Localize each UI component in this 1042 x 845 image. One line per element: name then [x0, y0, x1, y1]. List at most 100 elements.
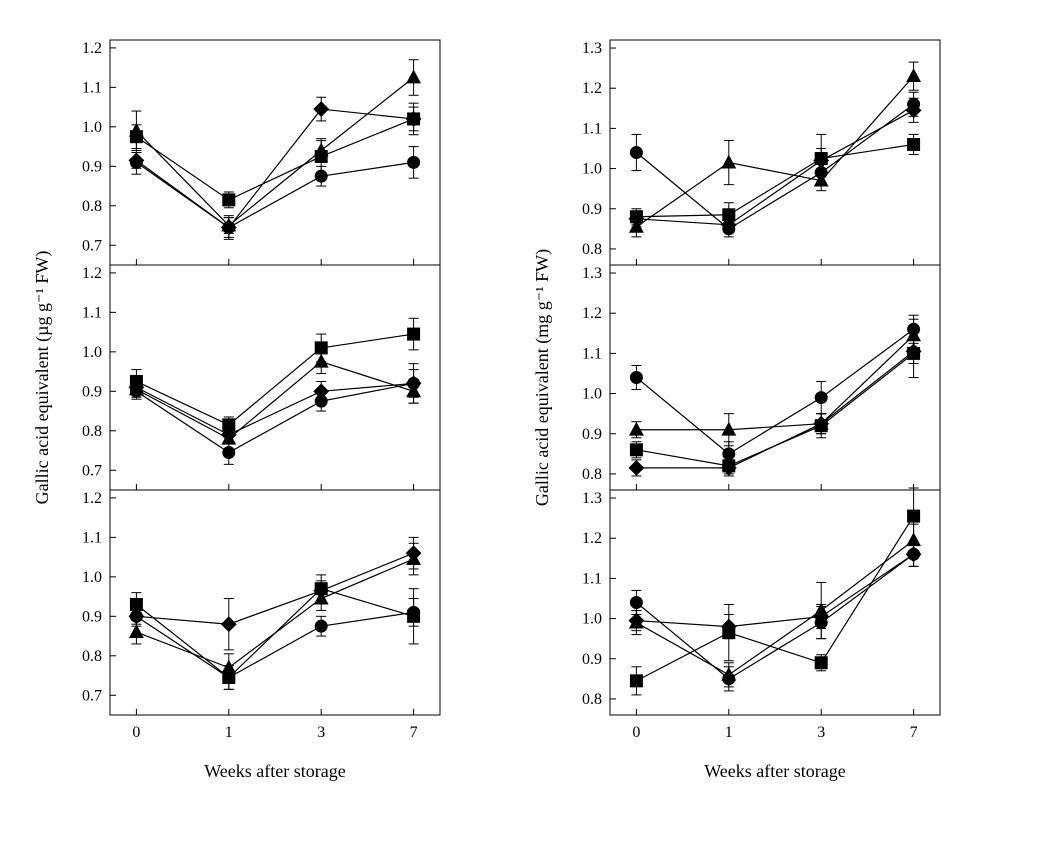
panel: 0.8 0.9 1.0 1.1 1.2 1.3 0 1 3 7	[582, 488, 940, 741]
y-axis-label: Gallic acid equivalent (mg g⁻¹ FW)	[532, 249, 553, 506]
y-tick-label: 0.7	[82, 462, 102, 479]
y-tick-label: 1.2	[82, 265, 102, 282]
marker-square	[223, 194, 235, 206]
y-tick-label: 1.2	[582, 305, 602, 322]
y-tick-label: 0.9	[82, 608, 102, 625]
y-tick-label: 0.8	[82, 198, 102, 215]
x-tick-label: 1	[725, 724, 733, 741]
y-tick-label: 0.9	[82, 158, 102, 175]
series-line	[636, 516, 913, 681]
y-tick-label: 1.3	[582, 265, 602, 282]
y-tick-label: 0.7	[82, 237, 102, 254]
marker-circle	[630, 372, 642, 384]
marker-triangle	[130, 124, 143, 136]
series-line	[636, 76, 913, 227]
x-tick-label: 7	[910, 724, 918, 741]
y-tick-label: 0.8	[582, 241, 602, 258]
marker-triangle	[630, 423, 643, 435]
y-tick-label: 1.0	[582, 161, 602, 178]
marker-diamond	[906, 547, 920, 561]
y-tick-label: 1.0	[82, 344, 102, 361]
series-line	[136, 383, 413, 452]
marker-circle	[315, 620, 327, 632]
y-tick-label: 0.9	[582, 201, 602, 218]
series-line	[636, 540, 913, 675]
series-line	[636, 351, 913, 468]
panel-frame	[610, 40, 940, 265]
panel-frame	[110, 265, 440, 490]
marker-square	[815, 657, 827, 669]
marker-square	[408, 328, 420, 340]
x-tick-label: 3	[317, 724, 325, 741]
series-line	[636, 335, 913, 429]
figure-svg: Gallic acid equivalent (µg g⁻¹ FW) Weeks …	[0, 0, 1042, 845]
y-tick-label: 1.0	[582, 611, 602, 628]
y-tick-label: 1.1	[82, 529, 102, 546]
marker-diamond	[406, 376, 420, 390]
panel-frame	[110, 490, 440, 715]
series-line	[636, 554, 913, 626]
y-tick-label: 1.1	[582, 120, 602, 137]
series-line	[136, 612, 413, 677]
marker-triangle	[907, 69, 920, 81]
y-tick-label: 1.0	[82, 569, 102, 586]
panel: 0.80.91.01.11.21.3	[582, 265, 940, 490]
marker-square	[630, 444, 642, 456]
panel: 0.7 0.8 0.9 1.0 1.1 1.2 0 1 3 7	[82, 490, 440, 741]
series-line	[636, 554, 913, 679]
x-tick-label: 0	[632, 724, 640, 741]
marker-diamond	[222, 617, 236, 631]
y-tick-label: 1.0	[82, 119, 102, 136]
y-tick-label: 1.3	[582, 490, 602, 507]
marker-square	[630, 675, 642, 687]
series-line	[636, 353, 913, 466]
series-line	[636, 144, 913, 216]
marker-triangle	[315, 355, 328, 367]
marker-triangle	[222, 661, 235, 673]
marker-diamond	[629, 461, 643, 475]
marker-triangle	[407, 71, 420, 83]
series-line	[636, 329, 913, 454]
marker-circle	[630, 597, 642, 609]
marker-diamond	[314, 102, 328, 116]
marker-triangle	[130, 625, 143, 637]
marker-circle	[408, 156, 420, 168]
x-tick-label: 7	[410, 724, 418, 741]
y-tick-label: 0.8	[582, 691, 602, 708]
y-tick-label: 1.2	[82, 40, 102, 57]
y-tick-label: 1.2	[82, 490, 102, 507]
marker-diamond	[406, 546, 420, 560]
marker-triangle	[722, 156, 735, 168]
y-tick-label: 1.3	[582, 40, 602, 57]
figure-container: Gallic acid equivalent (µg g⁻¹ FW) Weeks …	[0, 0, 1042, 845]
x-tick-label: 0	[132, 724, 140, 741]
panel: 0.7 0.8 0.9 1.0 1.1 1.2	[82, 40, 440, 265]
y-tick-label: 1.2	[582, 530, 602, 547]
panel-frame	[610, 265, 940, 490]
panel-frame	[610, 490, 940, 715]
y-tick-label: 1.1	[82, 304, 102, 321]
y-axis-label: Gallic acid equivalent (µg g⁻¹ FW)	[32, 251, 53, 505]
y-tick-label: 0.7	[82, 687, 102, 704]
x-axis-label: Weeks after storage	[204, 761, 345, 781]
series-line	[636, 110, 913, 225]
marker-triangle	[315, 144, 328, 156]
y-tick-label: 0.9	[82, 383, 102, 400]
y-tick-label: 1.0	[582, 386, 602, 403]
x-tick-label: 3	[817, 724, 825, 741]
y-tick-label: 1.1	[82, 79, 102, 96]
y-tick-label: 1.1	[582, 570, 602, 587]
marker-square	[408, 610, 420, 622]
marker-diamond	[222, 220, 236, 234]
marker-diamond	[129, 609, 143, 623]
y-tick-label: 0.9	[582, 651, 602, 668]
y-tick-label: 1.1	[582, 345, 602, 362]
x-axis-label: Weeks after storage	[704, 761, 845, 781]
marker-square	[908, 510, 920, 522]
series-line	[136, 553, 413, 624]
marker-circle	[815, 392, 827, 404]
y-tick-label: 0.8	[82, 648, 102, 665]
marker-circle	[630, 147, 642, 159]
panel: 0.70.80.91.01.11.2	[82, 265, 440, 490]
x-tick-label: 1	[225, 724, 233, 741]
